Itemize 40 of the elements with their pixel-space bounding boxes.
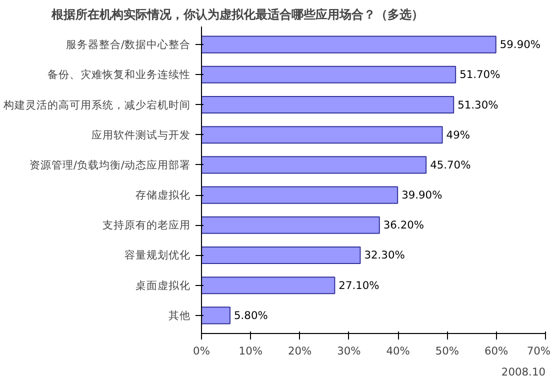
bar bbox=[202, 276, 336, 294]
data-label: 36.20% bbox=[383, 218, 424, 232]
data-label: 51.70% bbox=[460, 68, 500, 82]
y-tick-label: 应用软件测试与开发 bbox=[92, 128, 190, 142]
data-label: 45.70% bbox=[430, 158, 471, 172]
text: 2008.10 bbox=[501, 366, 546, 378]
data-label: 49% bbox=[446, 128, 470, 142]
bar bbox=[202, 216, 380, 234]
x-tick-label: 70% bbox=[526, 344, 550, 358]
data-label: 27.10% bbox=[338, 278, 380, 292]
x-tick-label: 20% bbox=[288, 344, 312, 358]
x-tick-label: 10% bbox=[238, 344, 262, 358]
x-tick-label: 0% bbox=[193, 344, 210, 358]
bar bbox=[202, 306, 231, 324]
y-tick-label: 资源管理/负载均衡/动态应用部署 bbox=[29, 158, 191, 172]
data-label: 5.80% bbox=[234, 308, 268, 322]
bar bbox=[202, 96, 454, 114]
bar bbox=[202, 156, 427, 174]
x-tick-label: 50% bbox=[435, 344, 460, 358]
y-tick-label: 存储虚拟化 bbox=[136, 188, 190, 202]
y-tick-label: 桌面虚拟化 bbox=[136, 278, 190, 292]
x-tick-label: 30% bbox=[337, 344, 361, 358]
chart-title: 根据所在机构实际情况，你认为虚拟化最适合哪些应用场合？（多选） bbox=[50, 8, 424, 22]
y-tick-label: 构建灵活的高可用系统，减少宕机时间 bbox=[2, 98, 190, 112]
data-label: 51.30% bbox=[458, 98, 498, 112]
data-label: 39.90% bbox=[402, 188, 442, 202]
bar bbox=[202, 36, 496, 54]
x-tick-label: 60% bbox=[484, 344, 508, 358]
bar bbox=[202, 66, 456, 84]
bar bbox=[202, 126, 443, 144]
bar bbox=[202, 186, 398, 204]
y-tick-label: 其他 bbox=[168, 308, 190, 322]
x-tick-label: 40% bbox=[386, 344, 410, 358]
y-tick-label: 备份、灾难恢复和业务连续性 bbox=[48, 68, 190, 82]
data-label: 59.90% bbox=[500, 38, 541, 52]
y-tick-label: 服务器整合/数据中心整合 bbox=[66, 38, 191, 52]
y-tick-label: 容量规划优化 bbox=[124, 248, 190, 262]
data-label: 32.30% bbox=[364, 248, 405, 262]
bar bbox=[202, 246, 361, 264]
y-tick-label: 支持原有的老应用 bbox=[102, 218, 190, 232]
